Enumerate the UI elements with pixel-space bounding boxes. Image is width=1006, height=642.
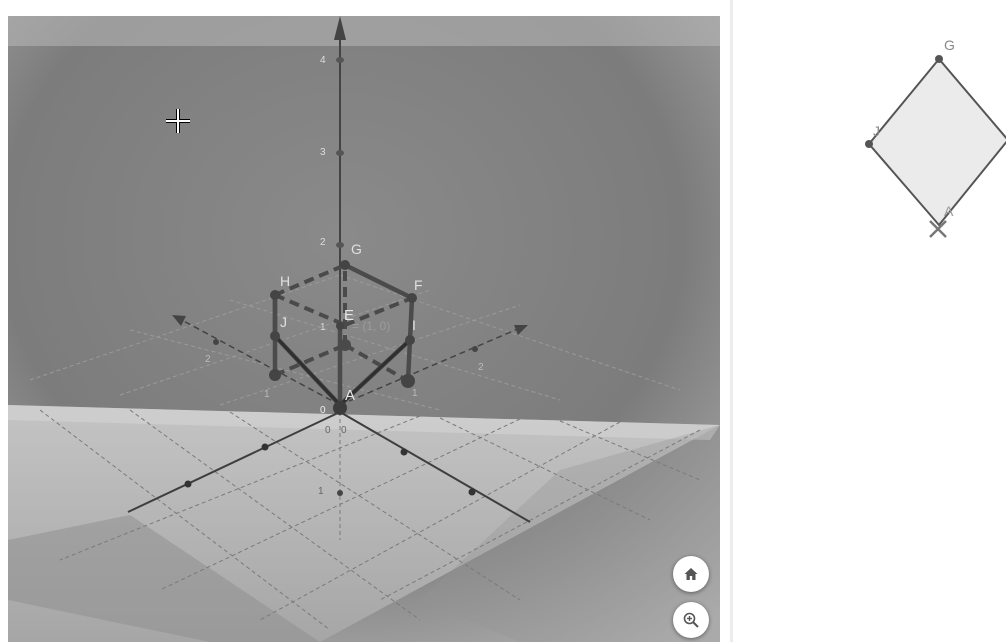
front-tick-label: 1 — [318, 486, 324, 497]
graphics-3d-canvas[interactable]: 4 3 2 1 0 2 1 2 1 0 0 1 — [0, 0, 722, 642]
point-j[interactable] — [270, 331, 280, 341]
z-tick-label: 1 — [320, 322, 326, 333]
home-icon — [683, 566, 699, 582]
floor-tick-point — [262, 444, 269, 451]
left-axis-tick-label: 1 — [264, 389, 270, 400]
point-lower-left[interactable] — [269, 369, 281, 381]
label-h: H — [280, 273, 290, 289]
floor-tick-point — [185, 481, 192, 488]
point-g[interactable] — [935, 55, 943, 63]
rhombus-face[interactable] — [869, 59, 1006, 225]
floor-tick-point — [469, 489, 476, 496]
label-j-2d: J — [873, 123, 880, 139]
point-j[interactable] — [865, 140, 873, 148]
label-i: I — [412, 317, 416, 333]
floor-tick-point — [401, 449, 408, 456]
point-h[interactable] — [270, 290, 280, 300]
right-axis-tick-label: 1 — [412, 388, 418, 399]
label-g-2d: G — [944, 37, 955, 53]
plane-equation-label: = (1, 0) — [352, 319, 390, 333]
point-i[interactable] — [405, 335, 415, 345]
point-lower-right[interactable] — [401, 374, 415, 388]
label-j: J — [280, 314, 287, 330]
zoom-in-button[interactable] — [673, 602, 709, 638]
graphics-2d-view[interactable]: G J A — [734, 0, 1006, 642]
left-axis-tick-label: 2 — [205, 354, 211, 365]
floor-tick-point — [337, 490, 343, 496]
point-f[interactable] — [407, 293, 417, 303]
zoom-in-icon — [682, 611, 700, 629]
point-g[interactable] — [340, 260, 350, 270]
right-axis-tick-label: 2 — [478, 362, 484, 373]
top-glow — [8, 16, 720, 46]
view-divider[interactable] — [730, 0, 733, 642]
z-tick-label: 0 — [320, 405, 326, 416]
z-tick-label: 3 — [320, 147, 326, 158]
axis-tick-point — [472, 346, 478, 352]
point-e[interactable] — [336, 322, 344, 330]
standard-view-button[interactable] — [673, 556, 709, 592]
z-tick-label: 2 — [320, 237, 326, 248]
label-a-2d: A — [944, 203, 954, 219]
graphics-2d-canvas[interactable]: G J A — [734, 0, 1006, 642]
z-tick-label: 4 — [320, 55, 326, 66]
graphics-3d-view[interactable]: 4 3 2 1 0 2 1 2 1 0 0 1 — [0, 0, 722, 642]
axis-tick-point — [213, 339, 219, 345]
point-back[interactable] — [339, 339, 351, 351]
label-g: G — [351, 241, 362, 257]
front-tick-label: 0 — [325, 425, 331, 436]
label-f: F — [414, 277, 423, 293]
label-a: A — [345, 387, 355, 404]
front-tick-label: 0 — [341, 425, 347, 436]
